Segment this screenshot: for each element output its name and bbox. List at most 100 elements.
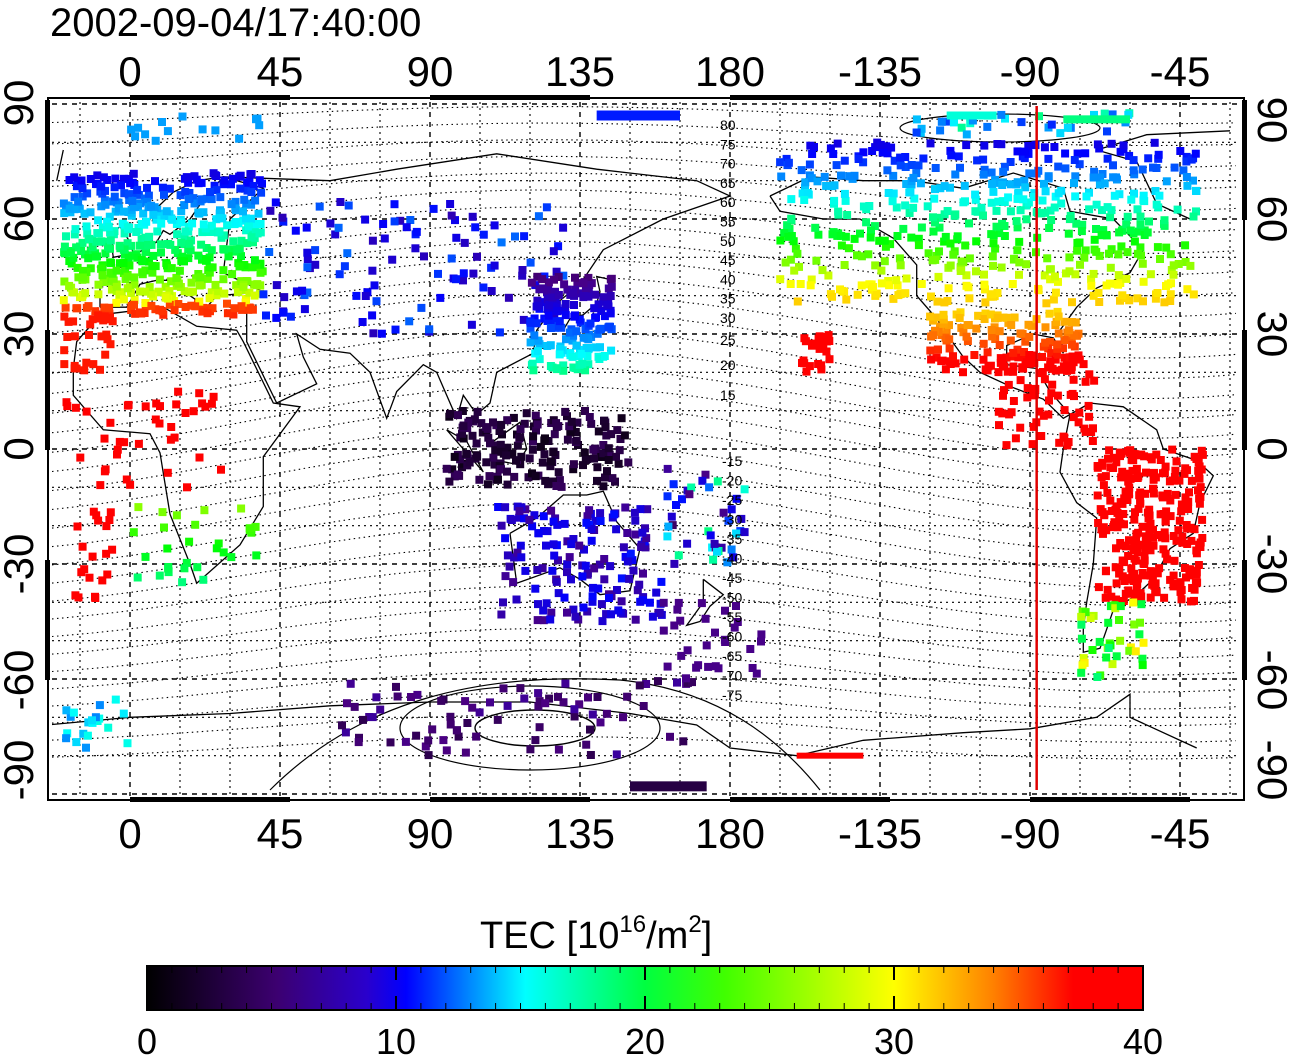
tec-pixel	[619, 713, 627, 722]
tec-pixel	[243, 239, 252, 248]
tec-pixel	[864, 250, 873, 259]
tec-pixel	[905, 209, 914, 217]
tec-pixel	[94, 216, 103, 225]
tec-pixel	[1085, 412, 1094, 421]
tec-pixel	[392, 682, 400, 691]
tec-pixel	[781, 258, 790, 267]
tec-pixel	[541, 699, 550, 708]
tec-pixel	[872, 289, 881, 298]
tec-pixel	[1067, 362, 1076, 371]
tec-pixel	[123, 272, 132, 281]
tec-pixel	[683, 678, 692, 687]
tec-pixel	[962, 141, 971, 150]
tec-pixel	[98, 223, 107, 232]
tec-pixel	[1149, 484, 1157, 493]
tec-pixel	[259, 290, 268, 299]
tec-pixel	[60, 249, 69, 258]
tec-pixel	[172, 273, 181, 282]
tec-pixel	[607, 346, 616, 355]
tec-pixel	[1142, 545, 1150, 554]
tec-pixel	[526, 324, 535, 333]
tec-pixel	[597, 307, 606, 315]
tec-pixel	[1115, 564, 1124, 573]
tec-pixel	[110, 192, 119, 201]
tec-pixel	[1127, 195, 1136, 204]
tec-pixel	[1133, 249, 1142, 258]
tec-pixel	[1008, 280, 1017, 288]
tec-pixel	[489, 418, 497, 427]
tec-pixel	[1194, 466, 1203, 475]
tec-pixel	[638, 528, 647, 537]
tec-pixel	[917, 280, 926, 288]
tec-pixel	[859, 202, 868, 211]
tec-pixel	[170, 306, 179, 315]
tec-pixel	[475, 475, 484, 484]
tec-pixel	[941, 365, 950, 374]
tec-pixel	[355, 733, 363, 742]
tec-pixel	[912, 115, 921, 124]
colorbar-tick-label: 10	[376, 1021, 416, 1057]
tec-pixel	[86, 208, 95, 217]
tec-pixel	[1039, 411, 1048, 420]
tec-pixel	[1160, 216, 1169, 225]
tec-pixel	[1054, 189, 1063, 198]
tec-pixel	[986, 310, 995, 319]
tec-pixel	[1022, 215, 1031, 224]
tec-pixel	[757, 637, 765, 646]
tec-pixel	[1015, 258, 1024, 267]
tec-pixel	[840, 287, 849, 296]
tec-pixel	[1126, 226, 1135, 235]
tec-pixel	[1169, 582, 1178, 591]
tec-pixel	[62, 706, 71, 715]
tec-pixel	[79, 729, 88, 738]
tec-pixel	[1112, 579, 1121, 588]
tec-pixel	[1138, 165, 1147, 174]
tec-pixel	[82, 407, 91, 416]
tec-pixel	[303, 288, 312, 297]
tec-pixel	[60, 209, 69, 218]
tec-pixel	[607, 274, 616, 283]
tec-pixel	[182, 558, 191, 567]
tec-pixel	[171, 245, 180, 254]
tec-pixel	[1106, 213, 1115, 222]
tec-pixel	[214, 287, 223, 296]
tec-pixel	[554, 692, 562, 701]
tec-pixel	[137, 220, 146, 228]
tec-pixel	[1132, 584, 1141, 593]
tec-pixel	[1177, 595, 1186, 604]
tec-pixel	[1040, 179, 1048, 188]
tec-pixel	[639, 702, 648, 710]
tec-pixel	[86, 320, 95, 329]
tec-pixel	[303, 263, 312, 272]
lat-label-left: 30	[0, 311, 42, 358]
tec-pixel	[253, 114, 262, 123]
tec-pixel	[993, 140, 1002, 148]
tec-pixel	[1184, 505, 1193, 513]
tec-pixel	[1103, 127, 1111, 136]
tec-pixel	[177, 207, 186, 216]
tec-pixel	[885, 281, 894, 290]
tec-pixel	[83, 229, 92, 238]
tec-pixel	[126, 480, 135, 489]
tec-pixel	[1198, 534, 1207, 542]
tec-pixel	[997, 263, 1006, 272]
tec-pixel	[197, 240, 206, 249]
tec-pixel	[91, 252, 100, 261]
tec-pixel	[1138, 654, 1147, 663]
tec-pixel	[857, 281, 866, 290]
tec-pixel	[1055, 438, 1064, 447]
tec-pixel	[503, 701, 512, 710]
tec-pixel	[1092, 225, 1100, 233]
tec-pixel	[526, 745, 535, 754]
tec-pixel	[989, 187, 998, 196]
tec-pixel	[1129, 598, 1138, 607]
tec-pixel	[262, 311, 270, 320]
tec-pixel	[980, 270, 988, 279]
tec-pixel	[1145, 505, 1154, 514]
tec-pixel	[945, 335, 954, 344]
tec-pixel	[94, 516, 103, 525]
tec-measurement-pixels	[59, 109, 1207, 792]
tec-pixel	[1041, 208, 1050, 217]
tec-pixel	[1195, 499, 1204, 508]
tec-pixel	[525, 454, 534, 463]
